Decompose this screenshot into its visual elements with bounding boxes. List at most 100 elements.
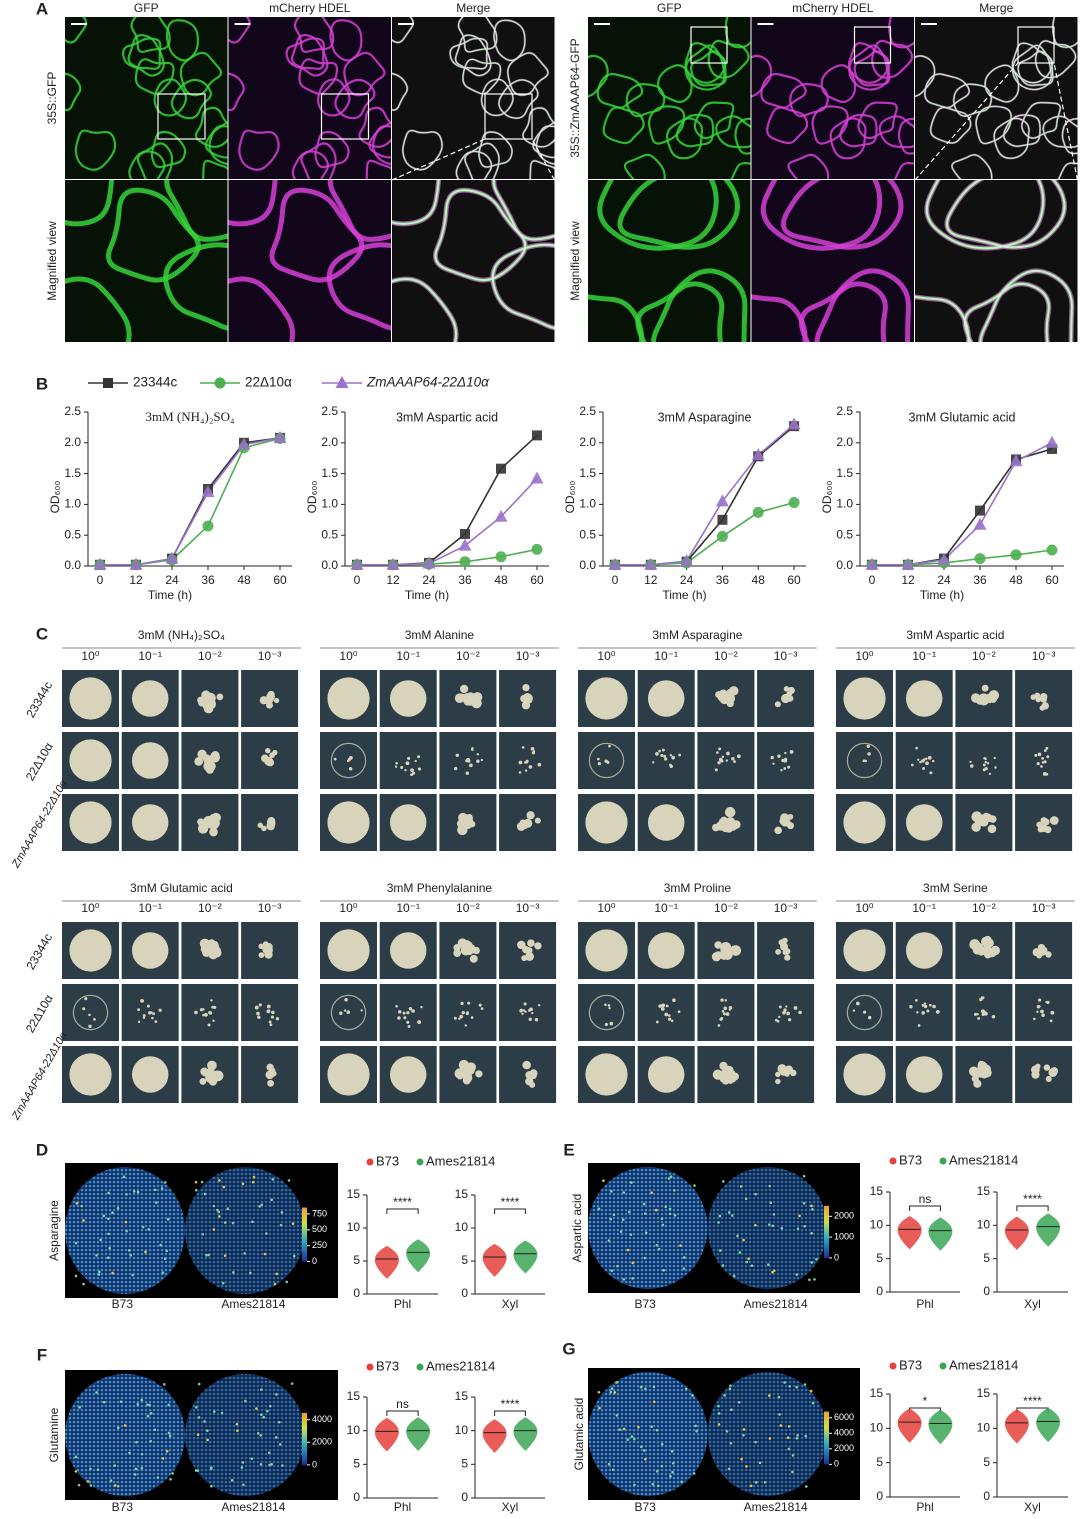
hotspot	[803, 1383, 807, 1386]
cell-outline	[326, 242, 391, 331]
x-axis-label: Xyl	[502, 1500, 519, 1514]
colony	[88, 1013, 91, 1017]
cell-outline	[915, 55, 936, 97]
colony-spot	[131, 804, 169, 841]
x-tick-label: 0	[612, 573, 619, 587]
cell-outline	[924, 73, 970, 109]
hotspot	[622, 1427, 626, 1431]
cell-outline	[751, 294, 808, 342]
hotspot	[212, 1228, 216, 1231]
tissue	[588, 1371, 708, 1497]
colony	[1035, 1063, 1041, 1070]
hotspot	[271, 1178, 275, 1181]
colony	[789, 750, 794, 754]
colony-spot	[131, 932, 169, 969]
hotspot	[630, 1181, 633, 1184]
hotspot	[166, 1218, 170, 1221]
colony	[463, 943, 473, 953]
colony	[717, 1024, 721, 1027]
hotspot	[163, 1383, 166, 1386]
micrograph	[65, 17, 228, 179]
violin	[1036, 1407, 1061, 1443]
hotspot	[255, 1407, 258, 1410]
marker	[1009, 454, 1023, 467]
cell-outline	[285, 37, 325, 70]
cell-outline	[498, 79, 539, 119]
colony	[928, 1003, 932, 1007]
colony	[782, 1010, 786, 1015]
hotspot	[122, 1175, 126, 1179]
colony	[531, 1011, 534, 1015]
hotspot	[651, 1482, 655, 1486]
colony	[714, 768, 718, 772]
colony	[469, 763, 473, 768]
hotspot	[767, 1263, 770, 1267]
hotspot	[140, 1466, 144, 1470]
hotspot	[738, 1251, 742, 1254]
hotspot	[598, 1406, 601, 1410]
colorbar	[302, 1207, 307, 1262]
hotspot	[221, 1281, 225, 1285]
chart-title: 3mM Glutamic acid	[909, 410, 1016, 424]
violin	[482, 1419, 507, 1453]
colony	[460, 814, 471, 825]
y-tick-label: 0.5	[836, 527, 853, 541]
colony	[720, 998, 724, 1002]
colony	[728, 1075, 737, 1083]
y-tick-label: 1.5	[579, 466, 596, 480]
condition-title: 3mM Proline	[664, 881, 732, 895]
hotspot	[148, 1403, 151, 1407]
colony	[417, 755, 421, 759]
y-tick-label: 1.0	[579, 497, 596, 511]
column-header: GFP	[134, 1, 159, 15]
colony	[721, 1009, 725, 1013]
colony	[197, 823, 209, 834]
colony	[480, 758, 484, 762]
y-tick-label: 10	[455, 1220, 469, 1234]
hotspot	[260, 1388, 263, 1391]
hotspot	[768, 1184, 771, 1188]
hotspot	[251, 1220, 254, 1224]
series-line	[357, 548, 538, 566]
hotspot	[692, 1472, 696, 1475]
dilution-label: 10⁻³	[516, 649, 540, 663]
colony	[719, 1017, 723, 1021]
colony	[1036, 1010, 1039, 1014]
hotspot	[78, 1405, 81, 1409]
colony	[772, 762, 775, 765]
hotspot	[210, 1466, 213, 1469]
hotspot	[106, 1256, 110, 1260]
hotspot	[89, 1467, 92, 1471]
hotspot	[668, 1207, 672, 1211]
micrograph	[915, 17, 1078, 179]
y-axis-label: OD₆₀₀	[563, 481, 577, 514]
y-tick-label: 5	[983, 1251, 990, 1265]
colony	[194, 756, 204, 766]
colony	[84, 997, 88, 1001]
colony	[983, 943, 992, 952]
colony	[461, 1010, 465, 1015]
cell-outline	[657, 64, 693, 104]
cell-outline	[684, 44, 726, 91]
hotspot	[154, 1201, 158, 1204]
hotspot	[242, 1483, 245, 1487]
colony	[213, 1005, 217, 1009]
colony	[258, 943, 264, 949]
colony	[725, 1012, 730, 1016]
colorbar-label: 0	[834, 1459, 839, 1469]
y-tick-label: 0.5	[64, 527, 81, 541]
colony-spot	[69, 1053, 112, 1096]
marker	[496, 463, 506, 474]
hotspot	[241, 1182, 245, 1186]
colony	[395, 1004, 398, 1008]
hotspot	[232, 1271, 235, 1274]
y-axis-label: OD₆₀₀	[48, 481, 62, 514]
hotspot	[123, 1424, 127, 1427]
cell-outline	[690, 50, 727, 87]
hotspot	[656, 1484, 660, 1488]
cell-outline	[127, 34, 165, 77]
y-tick-label: 10	[870, 1218, 884, 1232]
y-tick-label: 2.0	[579, 435, 596, 449]
colony	[526, 811, 535, 820]
